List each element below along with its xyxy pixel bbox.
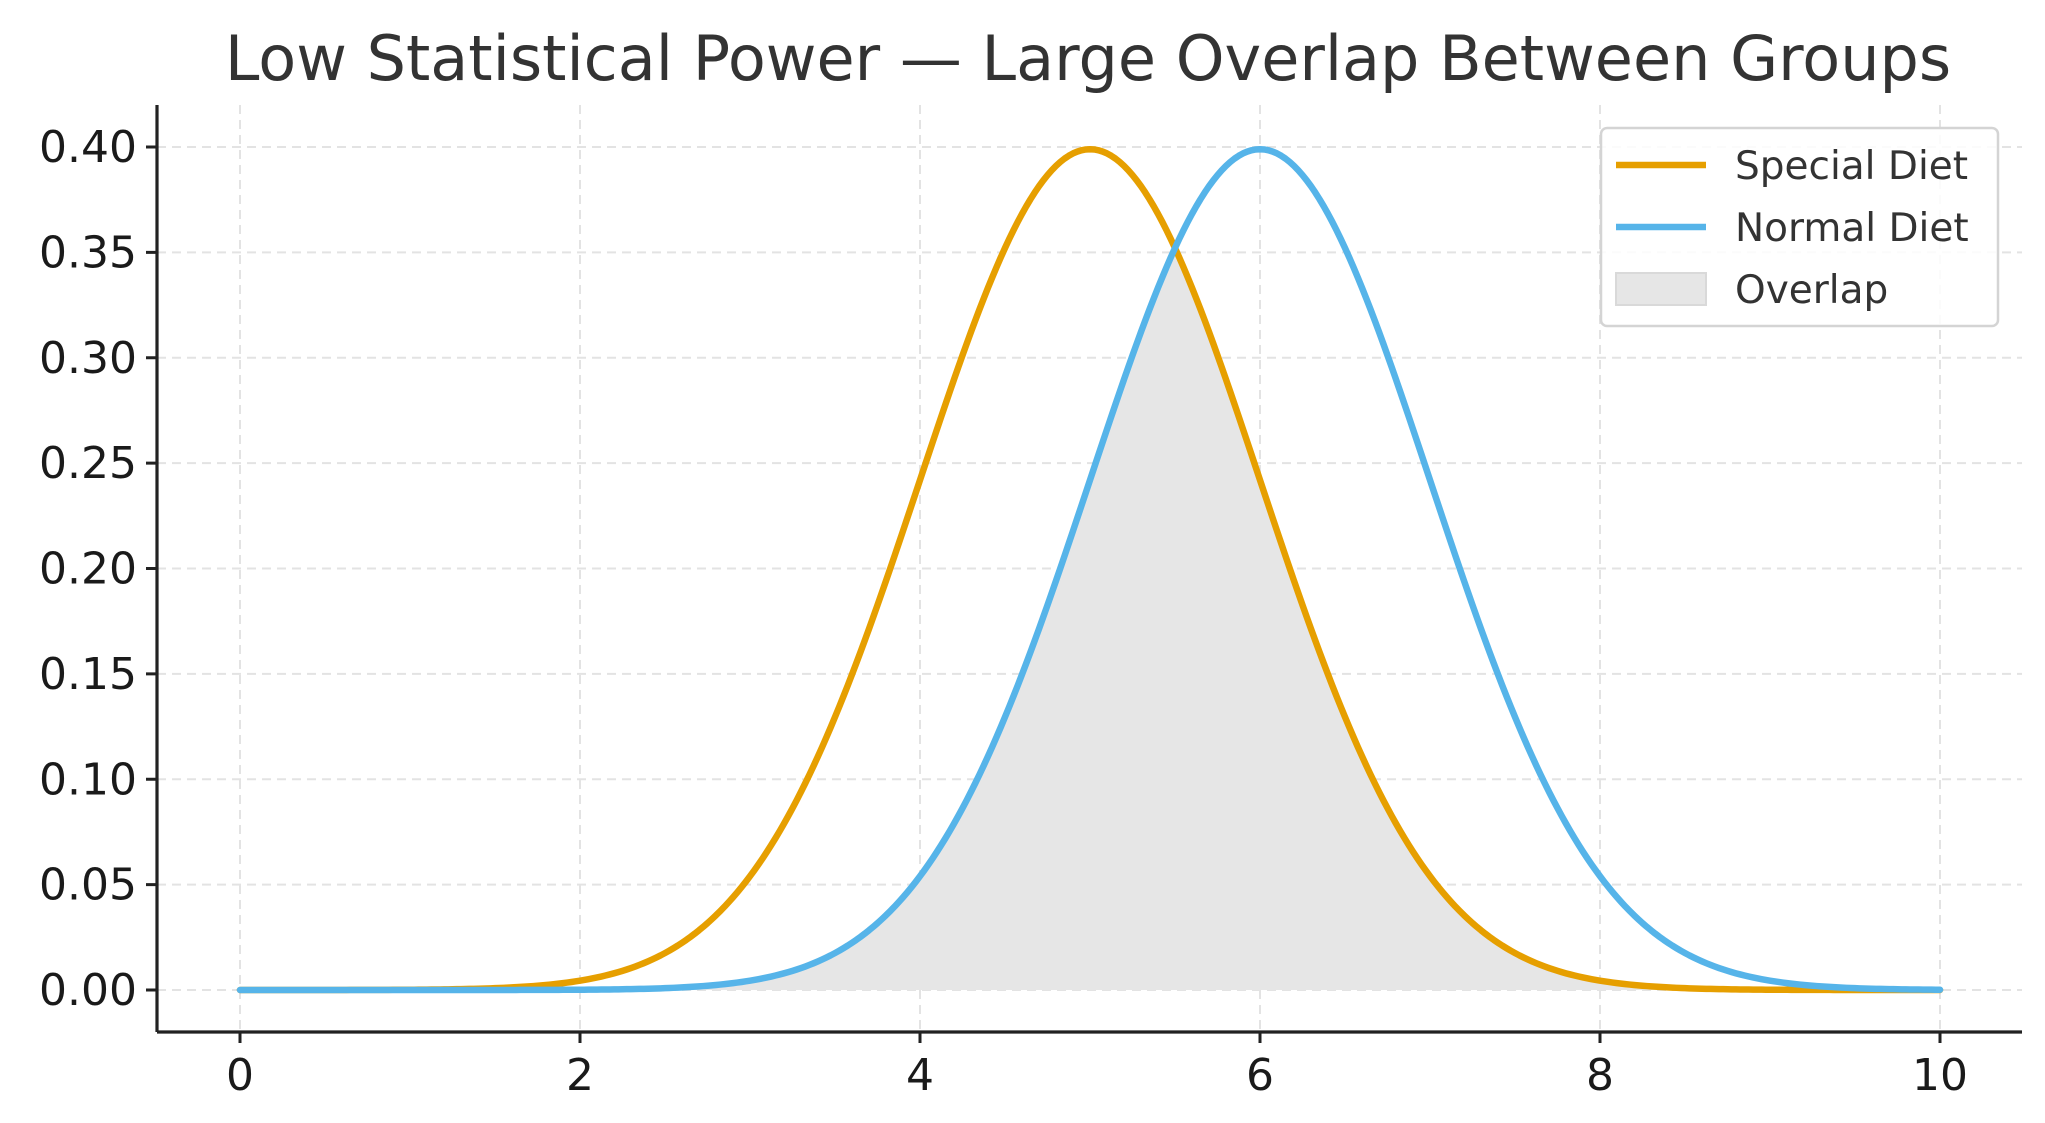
x-tick-label: 0 — [226, 1050, 254, 1101]
legend-label: Special Diet — [1735, 144, 1968, 189]
chart-title: Low Statistical Power — Large Overlap Be… — [225, 22, 1951, 95]
legend-swatch — [1615, 272, 1707, 306]
series-line-normal-diet — [236, 145, 1944, 994]
legend-label: Overlap — [1735, 268, 1888, 313]
series-lines — [236, 145, 1944, 994]
x-tick-label: 2 — [566, 1050, 594, 1101]
legend: Special Diet Normal Diet Overlap — [1599, 126, 2000, 328]
x-tick-label: 6 — [1246, 1050, 1274, 1101]
ticks: 0 2 4 6 8 10 0.00 0.05 0.10 0.15 0.20 0.25 0.30 0.35 0… — [39, 122, 1968, 1101]
y-tick-label: 0.25 — [39, 438, 137, 489]
y-tick-label: 0.30 — [39, 333, 137, 384]
overlap-area — [240, 248, 1940, 990]
x-tick-label: 8 — [1586, 1050, 1614, 1101]
y-tick-label: 0.00 — [39, 965, 137, 1016]
x-tick-label: 10 — [1912, 1050, 1968, 1101]
y-tick-label: 0.40 — [39, 122, 137, 173]
y-tick-label: 0.15 — [39, 649, 137, 700]
y-tick-label: 0.20 — [39, 544, 137, 595]
x-tick-label: 4 — [906, 1050, 934, 1101]
y-tick-label: 0.05 — [39, 860, 137, 911]
y-tick-label: 0.10 — [39, 754, 137, 805]
overlap-layer — [240, 248, 1940, 990]
y-tick-label: 0.35 — [39, 227, 137, 278]
legend-label: Normal Diet — [1735, 206, 1969, 251]
